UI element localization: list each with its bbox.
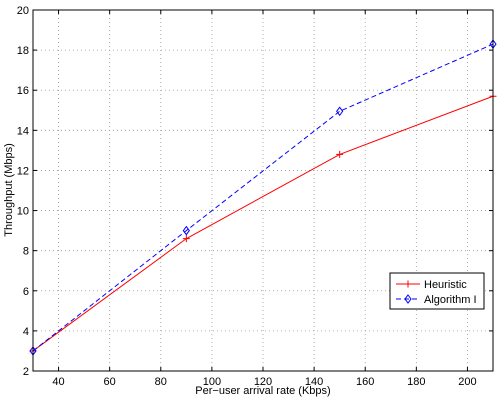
y-tick-label: 10 [17, 206, 29, 218]
x-tick-label: 80 [155, 376, 167, 388]
x-tick-label: 40 [52, 376, 64, 388]
data-point-1-2 [336, 106, 344, 117]
legend-box [389, 272, 485, 310]
legend: Heuristic Algorithm I [389, 272, 485, 310]
series-line-1 [32, 43, 494, 352]
data-point-0-2 [336, 150, 344, 158]
x-tick-label: 200 [458, 376, 476, 388]
y-tick-label: 18 [17, 45, 29, 57]
series-line-0 [32, 95, 494, 352]
legend-label-1: Algorithm I [424, 294, 477, 306]
x-tick-label: 140 [305, 376, 323, 388]
y-tick-label: 4 [23, 326, 29, 338]
y-tick-label: 8 [23, 246, 29, 258]
x-tick-label: 160 [356, 376, 374, 388]
y-tick-label: 6 [23, 286, 29, 298]
y-tick-label: 2 [23, 366, 29, 378]
legend-label-0: Heuristic [424, 279, 467, 291]
x-tick-label: 60 [104, 376, 116, 388]
ticks: 40 60 80 100 120 140 160 180 200 2 4 6 8 10 12 14 16 18 20 [17, 5, 493, 388]
data-point-0-1 [182, 235, 190, 243]
y-tick-label: 14 [17, 125, 29, 137]
legend-marker-0 [404, 280, 412, 288]
data-point-1-1 [182, 225, 190, 236]
x-tick-label: 120 [254, 376, 272, 388]
y-tick-label: 16 [17, 85, 29, 97]
y-tick-label: 20 [17, 5, 29, 17]
y-tick-label: 12 [17, 165, 29, 177]
legend-marker-1 [404, 294, 412, 304]
x-axis-label: Per−user arrival rate (Kbps) [195, 385, 330, 397]
x-tick-label: 100 [203, 376, 221, 388]
x-tick-label: 180 [407, 376, 425, 388]
y-axis-label: Throughput (Mbps) [3, 143, 15, 237]
